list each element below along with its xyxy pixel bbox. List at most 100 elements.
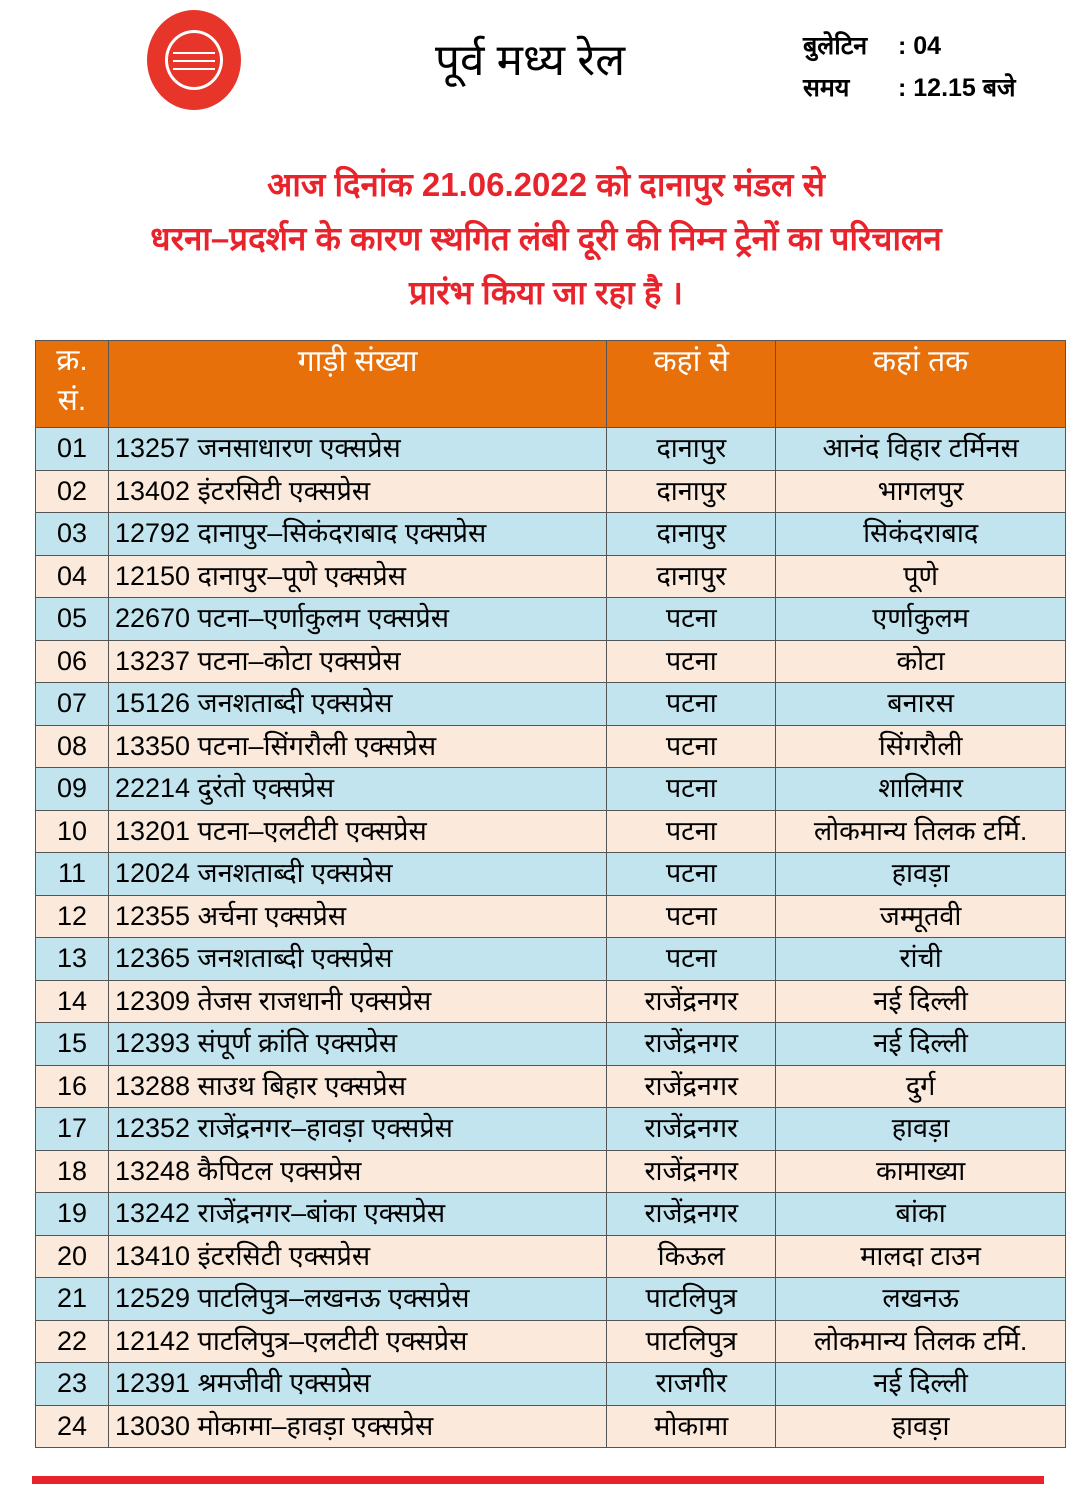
train-cell: 13237 पटना–कोटा एक्सप्रेस — [107, 639, 608, 683]
table-row: 20 13410 इंटरसिटी एक्सप्रेस किऊल मालदा टाउन — [35, 1234, 1066, 1278]
serial-cell: 11 — [35, 852, 109, 896]
table-row: 11 12024 जनशताब्दी एक्सप्रेस पटना हावड़ा — [35, 852, 1066, 896]
train-cell: 13410 इंटरसिटी एक्सप्रेस — [107, 1234, 608, 1278]
serial-cell: 09 — [35, 767, 109, 811]
to-cell: सिकंदराबाद — [775, 512, 1066, 556]
from-cell: पटना — [606, 597, 777, 641]
table-row: 08 13350 पटना–सिंगरौली एक्सप्रेस पटना सिंगर… — [35, 724, 1066, 768]
serial-cell: 03 — [35, 512, 109, 556]
to-cell: हावड़ा — [775, 1107, 1066, 1151]
table-row: 09 22214 दुरंतो एक्सप्रेस पटना शालिमार — [35, 767, 1066, 811]
serial-cell: 08 — [35, 724, 109, 768]
to-cell: बनारस — [775, 682, 1066, 726]
to-cell: दुर्ग — [775, 1064, 1066, 1108]
from-cell: दानापुर — [606, 512, 777, 556]
table-row: 01 13257 जनसाधारण एक्सप्रेस दानापुर आनंद वि… — [35, 427, 1066, 471]
to-cell: लोकमान्य तिलक टर्मि. — [775, 1319, 1066, 1363]
serial-cell: 22 — [35, 1319, 109, 1363]
table-row: 05 22670 पटना–एर्णाकुलम एक्सप्रेस पटना एर्ण… — [35, 597, 1066, 641]
train-table: क्र. सं. गाड़ी संख्या कहां से कहां तक 01 132… — [35, 340, 1066, 1448]
bulletin-info: बुलेटिन: 04 — [803, 32, 942, 60]
train-cell: 12365 जनशताब्दी एक्सप्रेस — [107, 937, 608, 981]
from-cell: राजेंद्रनगर — [606, 1022, 777, 1066]
footer-divider — [32, 1476, 1044, 1484]
from-cell: पटना — [606, 767, 777, 811]
serial-cell: 24 — [35, 1404, 109, 1448]
train-cell: 13201 पटना–एलटीटी एक्सप्रेस — [107, 809, 608, 853]
to-cell: आनंद विहार टर्मिनस — [775, 427, 1066, 471]
serial-cell: 21 — [35, 1277, 109, 1321]
table-row: 14 12309 तेजस राजधानी एक्सप्रेस राजेंद्रनग… — [35, 979, 1066, 1023]
train-cell: 12391 श्रमजीवी एक्सप्रेस — [107, 1362, 608, 1406]
to-cell: मालदा टाउन — [775, 1234, 1066, 1278]
from-cell: दानापुर — [606, 469, 777, 513]
table-row: 02 13402 इंटरसिटी एक्सप्रेस दानापुर भागलपुर — [35, 469, 1066, 513]
train-cell: 12352 राजेंद्रनगर–हावड़ा एक्सप्रेस — [107, 1107, 608, 1151]
serial-cell: 01 — [35, 427, 109, 471]
to-cell: जम्मूतवी — [775, 894, 1066, 938]
to-cell: पूणे — [775, 554, 1066, 598]
serial-cell: 05 — [35, 597, 109, 641]
serial-cell: 10 — [35, 809, 109, 853]
from-cell: राजेंद्रनगर — [606, 979, 777, 1023]
table-row: 07 15126 जनशताब्दी एक्सप्रेस पटना बनारस — [35, 682, 1066, 726]
from-cell: मोकामा — [606, 1404, 777, 1448]
column-header: क्र. सं. — [35, 340, 109, 428]
train-cell: 12309 तेजस राजधानी एक्सप्रेस — [107, 979, 608, 1023]
serial-cell: 17 — [35, 1107, 109, 1151]
train-cell: 15126 जनशताब्दी एक्सप्रेस — [107, 682, 608, 726]
table-row: 23 12391 श्रमजीवी एक्सप्रेस राजगीर नई दिल्ल… — [35, 1362, 1066, 1406]
serial-cell: 02 — [35, 469, 109, 513]
time-info: समय: 12.15 बजे — [803, 74, 1016, 102]
from-cell: पटना — [606, 724, 777, 768]
column-header: कहां तक — [775, 340, 1066, 428]
to-cell: एर्णाकुलम — [775, 597, 1066, 641]
train-cell: 22214 दुरंतो एक्सप्रेस — [107, 767, 608, 811]
column-header: गाड़ी संख्या — [107, 340, 608, 428]
table-row: 17 12352 राजेंद्रनगर–हावड़ा एक्सप्रेस राजे… — [35, 1107, 1066, 1151]
serial-cell: 14 — [35, 979, 109, 1023]
to-cell: हावड़ा — [775, 852, 1066, 896]
serial-cell: 12 — [35, 894, 109, 938]
train-cell: 12150 दानापुर–पूणे एक्सप्रेस — [107, 554, 608, 598]
train-cell: 13402 इंटरसिटी एक्सप्रेस — [107, 469, 608, 513]
from-cell: पटना — [606, 639, 777, 683]
train-cell: 12024 जनशताब्दी एक्सप्रेस — [107, 852, 608, 896]
from-cell: राजगीर — [606, 1362, 777, 1406]
to-cell: भागलपुर — [775, 469, 1066, 513]
train-cell: 13350 पटना–सिंगरौली एक्सप्रेस — [107, 724, 608, 768]
to-cell: लखनऊ — [775, 1277, 1066, 1321]
from-cell: पटना — [606, 809, 777, 853]
train-cell: 13257 जनसाधारण एक्सप्रेस — [107, 427, 608, 471]
from-cell: राजेंद्रनगर — [606, 1149, 777, 1193]
to-cell: नई दिल्ली — [775, 979, 1066, 1023]
train-cell: 12142 पाटलिपुत्र–एलटीटी एक्सप्रेस — [107, 1319, 608, 1363]
to-cell: लोकमान्य तिलक टर्मि. — [775, 809, 1066, 853]
to-cell: सिंगरौली — [775, 724, 1066, 768]
table-row: 06 13237 पटना–कोटा एक्सप्रेस पटना कोटा — [35, 639, 1066, 683]
to-cell: बांका — [775, 1192, 1066, 1236]
table-row: 12 12355 अर्चना एक्सप्रेस पटना जम्मूतवी — [35, 894, 1066, 938]
from-cell: पाटलिपुत्र — [606, 1277, 777, 1321]
serial-cell: 23 — [35, 1362, 109, 1406]
serial-cell: 07 — [35, 682, 109, 726]
from-cell: राजेंद्रनगर — [606, 1064, 777, 1108]
table-row: 10 13201 पटना–एलटीटी एक्सप्रेस पटना लोकमान्… — [35, 809, 1066, 853]
train-cell: 12355 अर्चना एक्सप्रेस — [107, 894, 608, 938]
train-cell: 13248 कैपिटल एक्सप्रेस — [107, 1149, 608, 1193]
serial-cell: 20 — [35, 1234, 109, 1278]
to-cell: हावड़ा — [775, 1404, 1066, 1448]
train-cell: 22670 पटना–एर्णाकुलम एक्सप्रेस — [107, 597, 608, 641]
train-cell: 12393 संपूर्ण क्रांति एक्सप्रेस — [107, 1022, 608, 1066]
serial-cell: 16 — [35, 1064, 109, 1108]
announcement-heading: आज दिनांक 21.06.2022 को दानापुर मंडल से … — [150, 166, 942, 311]
serial-cell: 19 — [35, 1192, 109, 1236]
to-cell: कामाख्या — [775, 1149, 1066, 1193]
from-cell: राजेंद्रनगर — [606, 1192, 777, 1236]
to-cell: नई दिल्ली — [775, 1022, 1066, 1066]
to-cell: शालिमार — [775, 767, 1066, 811]
table-row: 19 13242 राजेंद्रनगर–बांका एक्सप्रेस राजें… — [35, 1192, 1066, 1236]
from-cell: पटना — [606, 937, 777, 981]
from-cell: राजेंद्रनगर — [606, 1107, 777, 1151]
table-row: 13 12365 जनशताब्दी एक्सप्रेस पटना रांची — [35, 937, 1066, 981]
